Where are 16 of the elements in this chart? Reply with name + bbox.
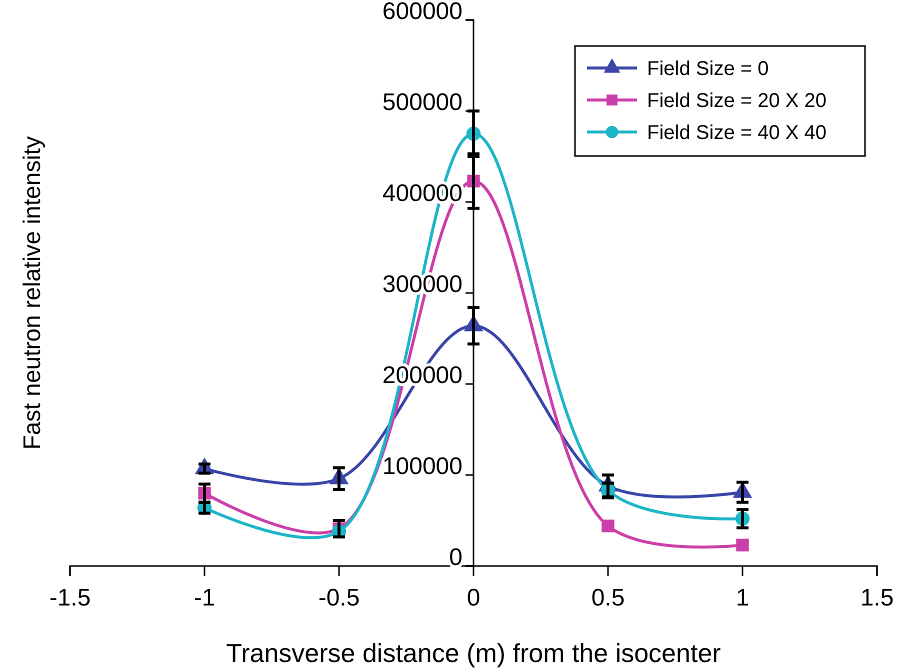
x-tick-label: 1.5	[860, 584, 894, 612]
x-tick-label: -0.5	[318, 584, 360, 612]
legend-label: Field Size = 40 X 40	[647, 122, 827, 144]
x-tick-label: 1	[736, 584, 750, 612]
y-tick-label: 600000	[382, 0, 462, 26]
y-tick-label: 100000	[382, 453, 462, 480]
x-axis-title: Transverse distance (m) from the isocenter	[226, 638, 722, 668]
legend-label: Field Size = 0	[647, 58, 769, 80]
legend-label: Field Size = 20 X 20	[647, 90, 827, 112]
x-tick-label: 0.5	[591, 584, 625, 612]
y-tick-label: 500000	[382, 89, 462, 116]
y-axis-title: Fast neutron relative intensity	[19, 136, 46, 450]
x-tick-label: -1.5	[49, 584, 91, 612]
y-tick-label: 0	[449, 544, 462, 572]
x-tick-label: -1	[194, 584, 216, 612]
x-tick-label: 0	[466, 584, 480, 612]
